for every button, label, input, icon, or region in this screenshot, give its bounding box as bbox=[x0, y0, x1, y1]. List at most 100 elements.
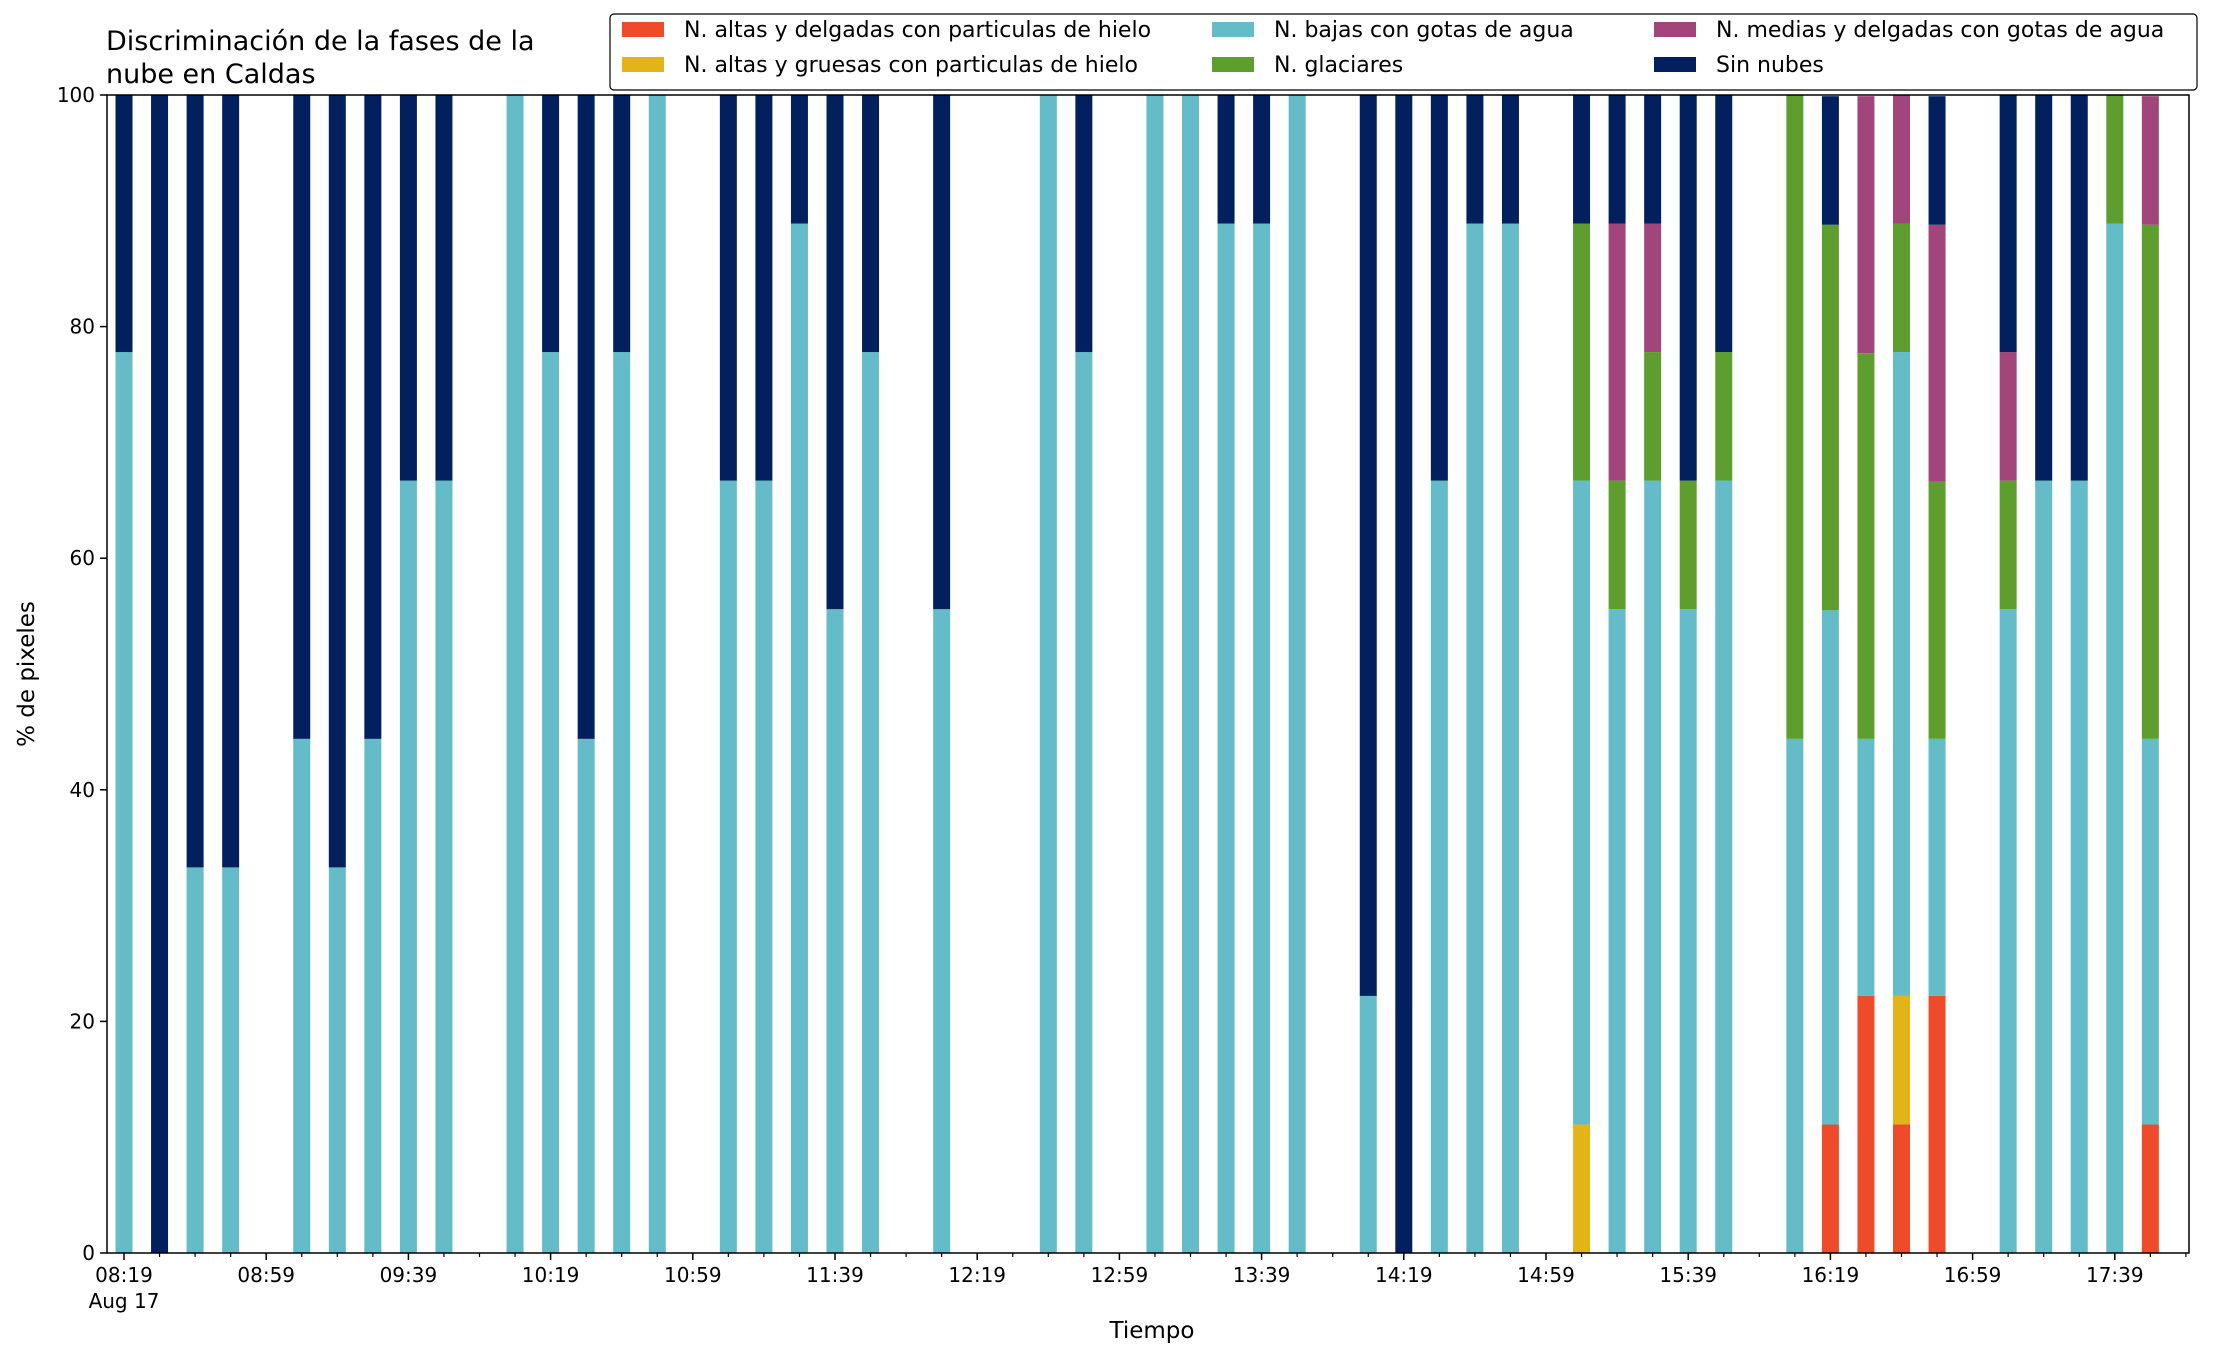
bar-segment bbox=[1715, 480, 1733, 1253]
bar-stack bbox=[933, 95, 951, 1253]
bar-stack bbox=[1359, 95, 1377, 1253]
bar-segment bbox=[1644, 480, 1662, 1253]
bar-segment bbox=[364, 738, 382, 1253]
bar-segment bbox=[506, 95, 524, 1253]
bar-stack bbox=[719, 95, 737, 1253]
bar-segment bbox=[1608, 480, 1626, 610]
bar-segment bbox=[1466, 95, 1484, 224]
bar-segment bbox=[1075, 95, 1093, 353]
bar-segment bbox=[186, 867, 204, 1253]
bar-segment bbox=[1715, 95, 1733, 353]
bar-segment bbox=[2070, 480, 2088, 1253]
legend-item: Sin nubes bbox=[1654, 53, 1824, 78]
bar-segment bbox=[1821, 1124, 1839, 1253]
bar-stack bbox=[755, 95, 773, 1253]
bar-segment bbox=[1679, 609, 1697, 1253]
bar-segment bbox=[222, 95, 240, 868]
bar-segment bbox=[399, 95, 417, 481]
bar-stack bbox=[1573, 95, 1591, 1253]
bar-segment bbox=[1253, 95, 1271, 224]
bar-stack bbox=[328, 95, 346, 1253]
bar-stack bbox=[506, 95, 524, 1253]
y-tick-label: 100 bbox=[57, 83, 95, 107]
x-tick-label: 12:19 bbox=[948, 1263, 1006, 1287]
bar-segment bbox=[1644, 352, 1662, 481]
legend-label: N. glaciares bbox=[1274, 53, 1403, 78]
bar-segment bbox=[1430, 95, 1448, 481]
y-tick-label: 80 bbox=[70, 315, 95, 339]
bar-stack bbox=[862, 95, 880, 1254]
bar-segment bbox=[435, 95, 453, 481]
x-axis-label: Tiempo bbox=[1109, 1318, 1195, 1344]
bar-segment bbox=[1821, 224, 1839, 611]
bar-stack bbox=[151, 95, 169, 1253]
bar-segment bbox=[826, 95, 844, 610]
bar-stack bbox=[1430, 95, 1448, 1253]
bar-segment bbox=[2141, 224, 2159, 739]
x-tick-label: 14:19 bbox=[1375, 1263, 1433, 1287]
legend-item: N. medias y delgadas con gotas de agua bbox=[1654, 18, 2164, 43]
bar-segment bbox=[1466, 223, 1484, 1253]
y-tick-label: 0 bbox=[82, 1241, 95, 1265]
x-tick-label: 09:39 bbox=[380, 1263, 438, 1287]
x-tick-label: 16:19 bbox=[1802, 1263, 1860, 1287]
bar-segment bbox=[364, 95, 382, 739]
bar-segment bbox=[1893, 995, 1910, 1125]
chart-title-line-2: nube en Caldas bbox=[106, 59, 316, 90]
bar-segment bbox=[755, 480, 773, 1253]
bar-segment bbox=[613, 352, 631, 1254]
bar-stack bbox=[648, 95, 666, 1253]
bar-stack bbox=[613, 95, 631, 1254]
bar-segment bbox=[2070, 95, 2088, 481]
bar-segment bbox=[1786, 95, 1804, 739]
bar-segment bbox=[1786, 738, 1804, 1253]
bar-segment bbox=[435, 480, 453, 1253]
bar-stack bbox=[1466, 95, 1484, 1253]
bar-stack bbox=[293, 95, 311, 1253]
bar-segment bbox=[1679, 95, 1697, 481]
bar-segment bbox=[1857, 738, 1875, 996]
legend-item: N. bajas con gotas de agua bbox=[1212, 18, 1574, 43]
bar-segment bbox=[1928, 738, 1946, 996]
chart-title: Discriminación de la fases de la nube en… bbox=[106, 26, 535, 90]
bar-segment bbox=[577, 95, 595, 739]
bar-stack bbox=[1182, 95, 1199, 1253]
bar-segment bbox=[1501, 95, 1519, 224]
bar-segment bbox=[1253, 223, 1271, 1253]
bar-stack bbox=[399, 95, 417, 1253]
x-date-label: Aug 17 bbox=[89, 1289, 160, 1313]
bar-stack bbox=[115, 95, 133, 1254]
bar-segment bbox=[2106, 95, 2124, 224]
x-tick-label: 11:39 bbox=[806, 1263, 864, 1287]
legend-item: N. glaciares bbox=[1212, 53, 1403, 78]
bar-segment bbox=[1501, 223, 1519, 1253]
bar-stack bbox=[1857, 96, 1875, 1253]
bar-stack bbox=[186, 95, 204, 1253]
bar-segment bbox=[115, 95, 133, 353]
bar-segment bbox=[1573, 480, 1591, 1125]
bar-stack bbox=[1608, 95, 1626, 1253]
bar-segment bbox=[1644, 95, 1662, 224]
bar-stack bbox=[1821, 96, 1839, 1253]
bar-segment bbox=[755, 95, 773, 481]
bar-segment bbox=[1146, 95, 1164, 1253]
bar-segment bbox=[2035, 480, 2053, 1253]
bar-segment bbox=[1857, 96, 1875, 354]
bar-segment bbox=[719, 95, 737, 481]
bar-segment bbox=[1217, 223, 1235, 1253]
bar-stack bbox=[1075, 95, 1093, 1254]
x-tick-label: 08:19 bbox=[95, 1263, 153, 1287]
x-axis: 08:19 08:59 09:39 10:19 10:59 11:39 12:19 12:59… bbox=[95, 1253, 2187, 1287]
bar-segment bbox=[1359, 95, 1377, 996]
bar-segment bbox=[862, 352, 880, 1254]
bar-segment bbox=[399, 480, 417, 1253]
x-tick-label: 17:39 bbox=[2086, 1263, 2144, 1287]
bar-segment bbox=[1608, 609, 1626, 1253]
y-axis-label: % de pixeles bbox=[14, 601, 40, 747]
legend-swatch bbox=[1212, 22, 1254, 37]
legend-item: N. altas y gruesas con particulas de hie… bbox=[622, 53, 1138, 78]
bar-segment bbox=[862, 95, 880, 353]
bar-segment bbox=[933, 609, 951, 1253]
bar-segment bbox=[1039, 95, 1057, 1253]
